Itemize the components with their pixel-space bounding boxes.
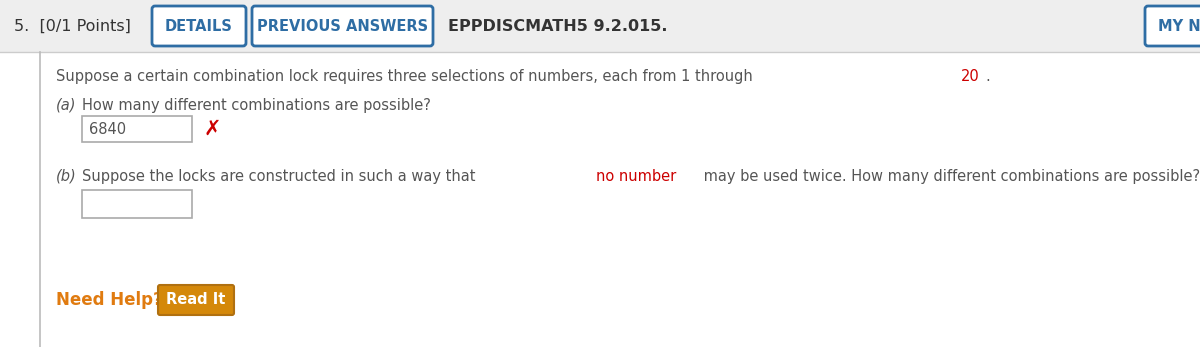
FancyBboxPatch shape (82, 116, 192, 142)
Text: PREVIOUS ANSWERS: PREVIOUS ANSWERS (257, 18, 428, 34)
Text: MY NO: MY NO (1158, 18, 1200, 34)
FancyBboxPatch shape (1145, 6, 1200, 46)
Text: DETAILS: DETAILS (166, 18, 233, 34)
Text: (b): (b) (56, 169, 77, 184)
Text: (a): (a) (56, 98, 77, 112)
Text: 5.  [0/1 Points]: 5. [0/1 Points] (14, 18, 131, 34)
Text: Suppose a certain combination lock requires three selections of numbers, each fr: Suppose a certain combination lock requi… (56, 68, 757, 84)
FancyBboxPatch shape (252, 6, 433, 46)
Text: may be used twice. How many different combinations are possible?: may be used twice. How many different co… (700, 169, 1200, 184)
Text: 6840: 6840 (89, 121, 126, 136)
Text: Suppose the locks are constructed in such a way that: Suppose the locks are constructed in suc… (82, 169, 480, 184)
Text: Read It: Read It (167, 293, 226, 307)
Text: ✗: ✗ (204, 119, 222, 139)
FancyBboxPatch shape (158, 285, 234, 315)
Text: EPPDISCMATH5 9.2.015.: EPPDISCMATH5 9.2.015. (448, 18, 667, 34)
Text: no number: no number (595, 169, 676, 184)
Text: How many different combinations are possible?: How many different combinations are poss… (82, 98, 431, 112)
Text: 20: 20 (961, 68, 979, 84)
FancyBboxPatch shape (0, 0, 1200, 52)
Text: Need Help?: Need Help? (56, 291, 163, 309)
Text: .: . (985, 68, 990, 84)
FancyBboxPatch shape (82, 190, 192, 218)
FancyBboxPatch shape (152, 6, 246, 46)
